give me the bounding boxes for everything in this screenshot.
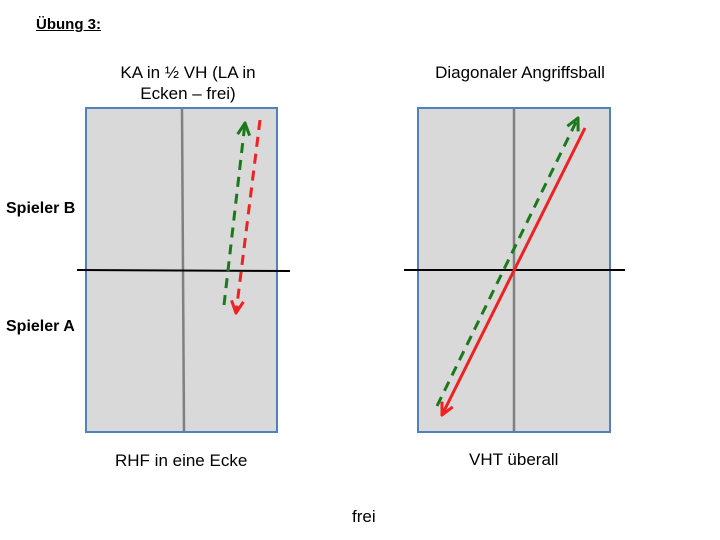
right-diagram-title: Diagonaler Angriffsball xyxy=(435,63,605,82)
right-red-arrow xyxy=(442,127,587,415)
right-table xyxy=(404,107,625,433)
left-red-arrow xyxy=(236,119,262,313)
player-a-label: Spieler A xyxy=(6,318,75,335)
left-table xyxy=(76,107,291,433)
exercise-heading: Übung 3: xyxy=(36,16,101,33)
left-diagram-caption: RHF in eine Ecke xyxy=(115,451,248,470)
left-diagram-title: KA in ½ VH (LA in Ecken – frei) xyxy=(120,63,256,103)
left-table-net xyxy=(76,269,291,272)
footer-note: frei xyxy=(352,507,376,526)
player-b-label: Spieler B xyxy=(6,200,76,217)
right-green-arrow xyxy=(435,118,578,407)
left-green-arrow xyxy=(222,123,245,306)
right-diagram-caption: VHT überall xyxy=(469,450,559,469)
